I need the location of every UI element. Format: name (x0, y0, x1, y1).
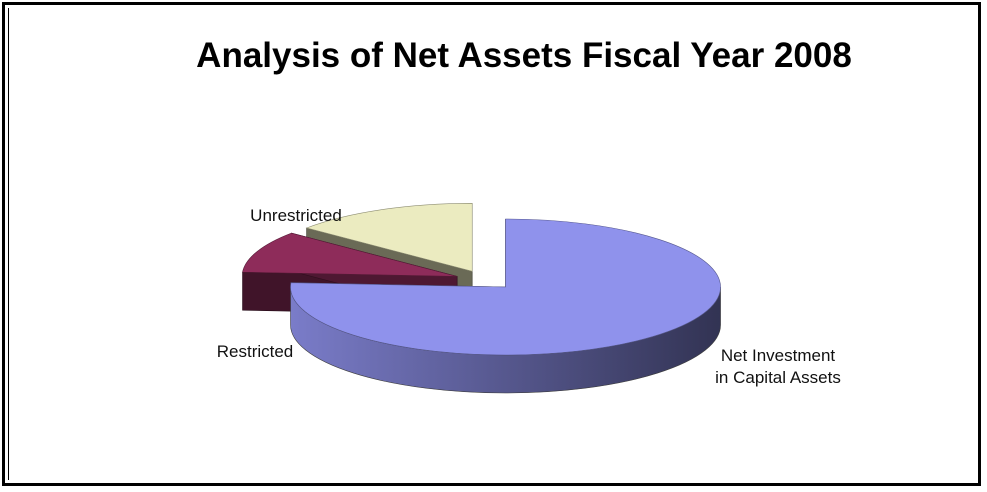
slice-label-unrestricted: Unrestricted (250, 206, 342, 225)
slice-label-net-investment-in-capital-assets: Net Investment in Capital Assets (715, 346, 841, 387)
slice-net-investment-in-capital-assets-top (290, 218, 721, 356)
chart-frame (2, 2, 981, 486)
slice-label-restricted: Restricted (217, 342, 294, 361)
frame-inner-border (8, 8, 977, 480)
slice-restricted-top (242, 232, 458, 277)
slice-unrestricted-top (305, 203, 473, 272)
chart-title: Analysis of Net Assets Fiscal Year 2008 (196, 36, 852, 75)
